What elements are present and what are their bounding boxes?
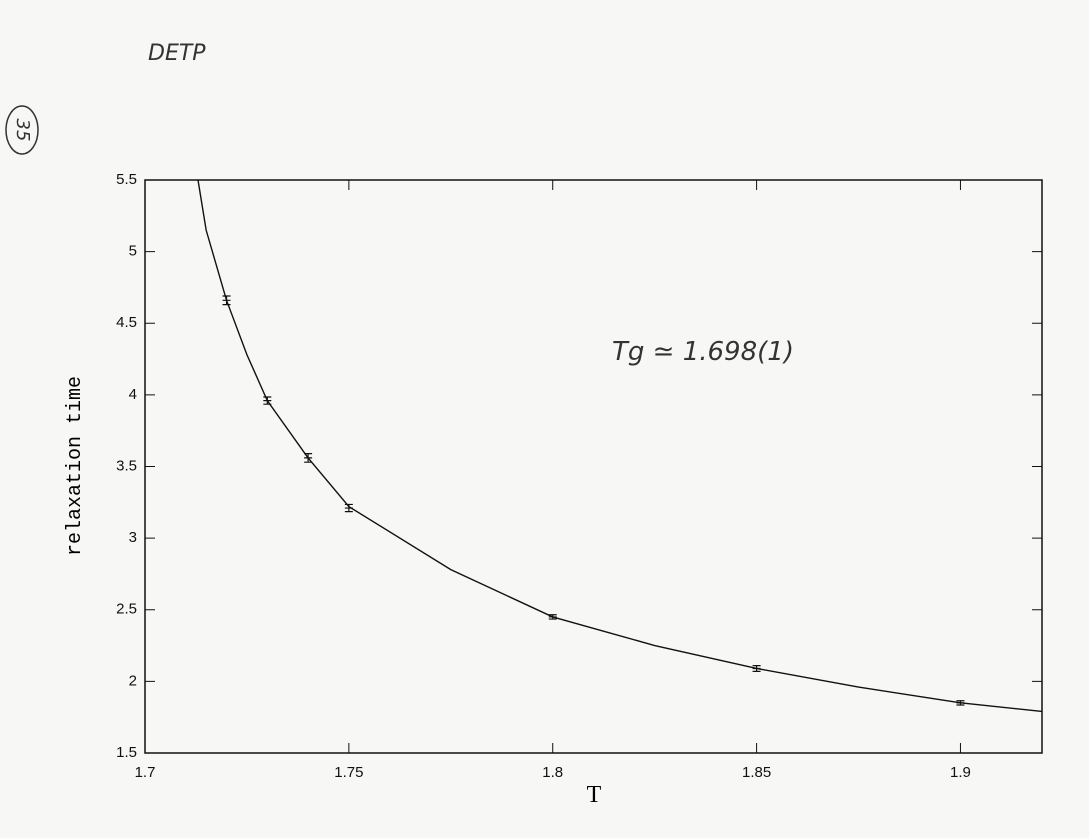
- x-tick-label: 1.85: [742, 764, 771, 781]
- error-bar: [956, 700, 965, 706]
- y-tick-label: 3.5: [116, 457, 137, 474]
- error-bar: [752, 665, 761, 672]
- error-bar: [222, 295, 231, 306]
- error-bar: [344, 503, 353, 513]
- page-number: 35: [12, 119, 33, 142]
- fit-curve: [197, 179, 1043, 713]
- x-tick-label: 1.75: [334, 764, 363, 781]
- error-bar: [304, 453, 313, 463]
- y-tick-label: 5: [129, 243, 137, 260]
- y-tick-label: 2.5: [116, 601, 137, 618]
- header-note: DETP: [148, 41, 206, 66]
- y-tick-label: 4.5: [116, 314, 137, 331]
- page-number-circle: [5, 105, 39, 155]
- y-tick-label: 4: [129, 386, 137, 403]
- y-tick-label: 3: [129, 529, 137, 546]
- x-tick-label: 1.7: [135, 764, 156, 781]
- annotation: Tg ≃ 1.698(1): [612, 337, 794, 367]
- error-bar: [548, 614, 557, 620]
- x-tick-label: 1.8: [542, 764, 563, 781]
- y-tick-label: 2: [129, 672, 137, 689]
- error-bar: [263, 396, 272, 405]
- y-tick-label: 1.5: [116, 744, 137, 761]
- x-axis-label: T: [587, 782, 602, 808]
- y-tick-label: 5.5: [116, 171, 137, 188]
- plot-frame: [144, 179, 1043, 754]
- y-axis-label: relaxation time: [64, 376, 87, 556]
- x-tick-label: 1.9: [950, 764, 971, 781]
